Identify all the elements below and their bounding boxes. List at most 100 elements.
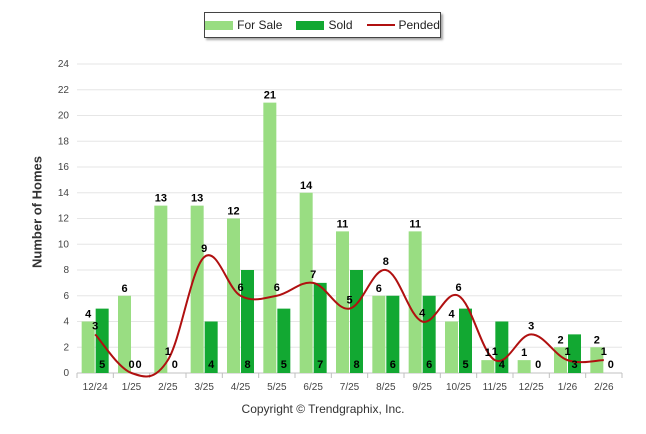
data-label-pended: 8 [383,256,389,268]
data-label-sold: 6 [390,359,396,371]
data-label-sold: 5 [99,359,105,371]
bar-sold [459,308,472,373]
x-tick-label: 2/26 [594,382,614,393]
x-tick-label: 1/25 [122,382,142,393]
data-label-for-sale: 6 [376,283,382,295]
x-tick-label: 11/25 [483,382,508,393]
pended-line [94,254,604,378]
x-tick-label: 1/26 [558,382,578,393]
bar-for-sale [372,295,386,373]
data-label-for-sale: 11 [337,218,349,230]
bar-for-sale [227,218,240,373]
x-tick-label: 4/25 [231,382,251,393]
data-label-for-sale: 1 [521,347,527,359]
data-label-sold: 0 [172,359,178,371]
legend-label-for-sale: For Sale [237,18,283,32]
bar-for-sale [81,321,95,373]
data-label-sold: 8 [353,359,359,371]
bar-sold [95,308,109,373]
bar-sold [241,270,254,373]
bar-for-sale [445,321,458,373]
data-label-pended: 3 [92,320,98,332]
chart-legend: For Sale Sold Pended [204,12,441,38]
data-label-sold: 7 [317,359,323,371]
bar-sold [313,282,327,373]
data-label-for-sale: 2 [557,334,563,346]
y-tick-label: 6 [63,291,69,302]
data-label-sold: 4 [208,359,215,371]
y-tick-label: 8 [63,265,69,276]
data-label-pended: 1 [492,346,498,358]
bar-for-sale [481,360,495,373]
y-tick-label: 10 [58,239,70,250]
x-tick-label: 6/25 [303,382,323,393]
x-tick-label: 5/25 [267,382,287,393]
x-tick-label: 3/25 [194,382,214,393]
legend-label-pended: Pended [398,18,440,32]
legend-swatch-sold [296,20,325,30]
copyright-text: Copyright © Trendgraphix, Inc. [241,402,405,416]
bar-for-sale [190,205,204,373]
data-label-for-sale: 4 [448,309,455,321]
bar-sold [422,295,436,373]
y-tick-label: 12 [58,214,70,225]
y-tick-label: 18 [58,136,70,147]
bar-sold [350,270,363,373]
legend-swatch-for-sale [205,20,234,30]
data-label-pended: 5 [346,295,352,307]
data-label-pended: 9 [201,243,207,255]
y-tick-label: 20 [58,111,70,122]
data-label-pended: 3 [528,320,534,332]
x-tick-label: 9/25 [412,382,432,393]
y-tick-label: 2 [63,342,69,353]
data-label-sold: 0 [535,359,541,371]
bar-sold [204,321,218,373]
data-label-for-sale: 11 [409,218,421,230]
y-tick-label: 14 [58,188,70,199]
data-label-sold: 5 [462,359,468,371]
data-label-for-sale: 2 [594,334,600,346]
data-label-sold: 0 [135,359,141,371]
data-label-for-sale: 13 [155,193,167,205]
legend-item-pended[interactable]: Pended [366,18,440,32]
bar-for-sale [263,102,277,373]
legend-swatch-pended [366,24,395,26]
data-label-pended: 1 [564,346,570,358]
data-label-for-sale: 21 [264,90,276,102]
data-label-sold: 8 [244,359,250,371]
y-tick-label: 24 [58,59,70,70]
bar-for-sale [154,205,168,373]
bar-sold [386,295,400,373]
x-tick-label: 12/25 [519,382,544,393]
bar-for-sale [408,231,422,373]
x-tick-label: 12/24 [83,382,108,393]
x-tick-label: 10/25 [446,382,471,393]
y-tick-label: 4 [63,317,69,328]
data-label-pended: 6 [237,282,243,294]
data-label-for-sale: 12 [227,206,239,218]
data-label-sold: 6 [426,359,432,371]
data-label-for-sale: 14 [300,180,313,192]
x-tick-label: 2/25 [158,382,178,393]
data-label-for-sale: 4 [85,309,92,321]
bar-for-sale [118,295,131,373]
data-label-pended: 4 [419,308,426,320]
data-label-pended: 1 [165,346,171,358]
y-tick-label: 22 [58,85,70,96]
legend-item-for-sale[interactable]: For Sale [205,18,282,32]
legend-item-sold[interactable]: Sold [296,18,353,32]
bar-for-sale [336,231,349,373]
bar-for-sale [517,360,531,373]
data-label-for-sale: 6 [121,283,127,295]
data-label-for-sale: 1 [485,347,491,359]
data-label-sold: 4 [499,359,506,371]
bar-sold [568,334,581,373]
data-label-pended: 7 [310,269,316,281]
data-label-sold: 3 [571,359,577,371]
data-label-pended: 0 [128,359,134,371]
data-label-sold: 0 [608,359,614,371]
legend-label-sold: Sold [328,18,353,32]
data-label-sold: 5 [281,359,287,371]
bar-sold [277,308,291,373]
